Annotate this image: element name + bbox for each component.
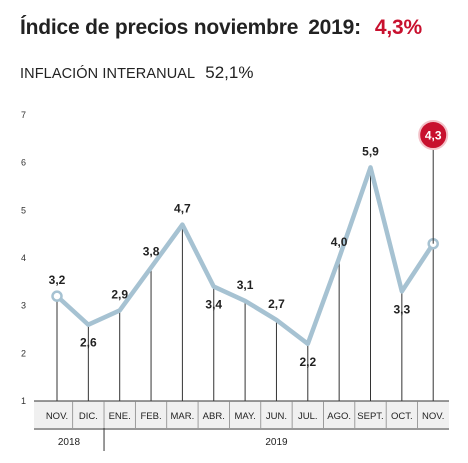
x-tick-label: OCT. xyxy=(391,411,413,422)
x-tick-label: DIC. xyxy=(79,411,98,422)
y-tick-label: 1 xyxy=(21,396,26,406)
subtitle-value: 52,1% xyxy=(205,63,254,82)
x-tick-label: AGO. xyxy=(327,411,351,422)
data-label: 2,7 xyxy=(268,297,285,311)
data-label: 2,9 xyxy=(111,287,128,301)
x-tick-label: NOV. xyxy=(422,411,444,422)
data-label: 2,2 xyxy=(299,355,316,369)
y-tick-label: 4 xyxy=(21,253,26,263)
year-label: 2018 xyxy=(58,437,81,448)
data-label: 3,8 xyxy=(143,245,160,259)
category-band xyxy=(34,401,449,428)
data-label: 3,1 xyxy=(237,278,254,292)
chart-title: Índice de precios noviembre 2019: 4,3% xyxy=(20,16,422,40)
x-tick-label: FEB. xyxy=(140,411,161,422)
y-tick-label: 6 xyxy=(21,158,26,168)
data-label: 3,2 xyxy=(49,273,66,287)
year-label: 2019 xyxy=(265,437,288,448)
x-tick-label: MAY. xyxy=(234,411,255,422)
data-label: 2,6 xyxy=(80,336,97,350)
y-tick-label: 5 xyxy=(21,205,26,215)
highlight-badge xyxy=(418,120,449,150)
data-label: 3,3 xyxy=(394,302,411,316)
data-point-marker xyxy=(51,290,63,302)
x-tick-label: JUL. xyxy=(298,411,318,422)
x-tick-label: MAR. xyxy=(171,411,195,422)
data-label: 4,0 xyxy=(331,235,348,249)
chart-subtitle: INFLACIÓN INTERANUAL 52,1% xyxy=(20,63,253,83)
x-tick-label: ENE. xyxy=(109,411,131,422)
data-label: 4,7 xyxy=(174,202,191,216)
title-year: 2019: xyxy=(308,16,361,39)
series-line xyxy=(54,165,436,347)
title-text: Índice de precios noviembre xyxy=(20,16,299,39)
y-tick-label: 7 xyxy=(21,110,26,120)
data-label: 3,4 xyxy=(205,298,222,312)
y-tick-label: 3 xyxy=(21,301,26,311)
headline-value: 4,3% xyxy=(374,16,422,39)
data-label: 5,9 xyxy=(362,144,379,158)
x-tick-label: SEPT. xyxy=(357,411,383,422)
x-tick-label: NOV. xyxy=(46,411,68,422)
x-tick-label: JUN. xyxy=(266,411,287,422)
x-tick-label: ABR. xyxy=(203,411,225,422)
y-tick-label: 2 xyxy=(21,348,26,358)
data-label: 4,3 xyxy=(425,129,442,143)
subtitle-label: INFLACIÓN INTERANUAL xyxy=(20,66,196,82)
